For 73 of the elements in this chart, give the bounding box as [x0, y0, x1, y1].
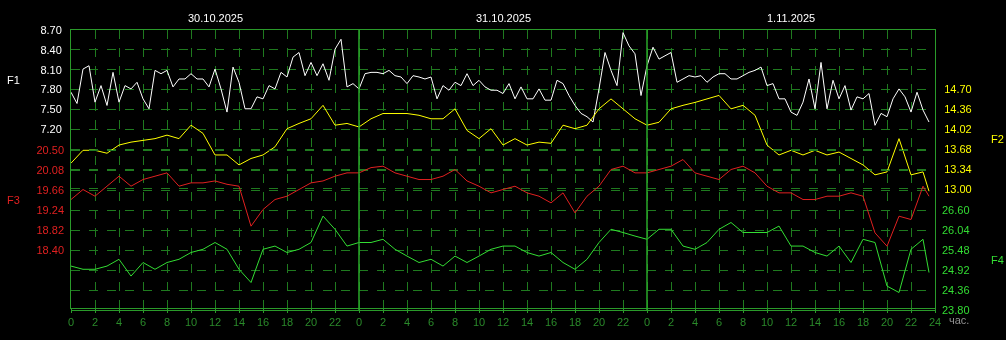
line-series	[71, 159, 930, 247]
x-tick-label: 2	[91, 316, 99, 329]
x-tick-label: 22	[616, 316, 630, 329]
y-tick-label: 20.50	[36, 143, 64, 156]
x-tick-label: 12	[208, 316, 222, 329]
text: 30.10.2025	[188, 12, 244, 24]
line-series	[71, 32, 930, 126]
x-tick-label: 16	[832, 316, 846, 329]
x-tick-label: 14	[232, 316, 246, 329]
x-tick-label: 12	[496, 316, 510, 329]
x-tick-label: 10	[184, 316, 198, 329]
x-tick-label: 0	[67, 316, 75, 329]
x-tick-label: 18	[856, 316, 870, 329]
x-tick-label: 22	[904, 316, 918, 329]
x-tick-label: 8	[451, 316, 459, 329]
y2-tick-label: 14.36	[944, 103, 972, 116]
x-tick-label: 14	[808, 316, 822, 329]
x-tick-label: 4	[403, 316, 411, 329]
x-tick-label: 22	[328, 316, 342, 329]
x-tick-label: 16	[544, 316, 558, 329]
text: 31.10.2025	[476, 12, 532, 24]
text: 1.11.2025	[767, 12, 816, 24]
x-tick-label: 2	[667, 316, 675, 329]
x-tick-label: 14	[520, 316, 534, 329]
x-tick-label: 20	[880, 316, 894, 329]
x-tick-label: 2	[379, 316, 387, 329]
y-axis-title: F3	[7, 194, 20, 206]
y-tick-label: 7.50	[40, 103, 62, 116]
x-tick-label: 0	[643, 316, 651, 329]
y-axis-title: F1	[7, 74, 20, 86]
x-tick-label: 0	[355, 316, 363, 329]
y-tick-label: 20.08	[36, 163, 64, 176]
y-tick-label: 18.40	[36, 243, 64, 256]
x-tick-label: 24	[928, 316, 942, 329]
x-tick-label: 20	[304, 316, 318, 329]
x-tick-label: 18	[568, 316, 582, 329]
x-tick-label: 20	[592, 316, 606, 329]
y-tick-label: 8.70	[40, 23, 62, 36]
y-tick-label: 18.82	[36, 223, 64, 236]
line-series	[71, 215, 930, 293]
y-tick-label: 8.40	[40, 43, 62, 56]
y2-tick-label: 26.04	[942, 223, 970, 236]
y2-axis-title: F4	[991, 254, 1004, 266]
line-series	[71, 94, 930, 192]
y2-tick-label: 13.68	[944, 142, 972, 155]
x-tick-label: 10	[472, 316, 486, 329]
x-tick-label: 4	[115, 316, 123, 329]
y2-tick-label: 24.36	[942, 283, 970, 296]
x-tick-label: 10	[760, 316, 774, 329]
x-tick-label: 8	[163, 316, 171, 329]
y-tick-label: 19.66	[36, 183, 64, 196]
x-tick-label: 6	[427, 316, 435, 329]
x-tick-label: 16	[256, 316, 270, 329]
y-tick-label: 19.24	[36, 203, 64, 216]
y-tick-label: 7.80	[40, 83, 62, 96]
y-tick-label: 8.10	[40, 63, 62, 76]
y2-tick-label: 26.60	[942, 203, 970, 216]
y2-tick-label: 25.48	[942, 243, 970, 256]
x-tick-label: 18	[280, 316, 294, 329]
x-tick-label: 6	[139, 316, 147, 329]
y2-tick-label: 14.02	[944, 123, 972, 136]
x-axis-title: час.	[949, 314, 970, 326]
y2-tick-label: 23.80	[942, 303, 970, 316]
x-tick-label: 12	[784, 316, 798, 329]
x-tick-label: 8	[739, 316, 747, 329]
x-tick-label: 4	[691, 316, 699, 329]
y2-tick-label: 13.00	[944, 182, 972, 195]
y2-axis-title: F2	[991, 133, 1004, 145]
y2-tick-label: 13.34	[944, 162, 972, 175]
x-tick-label: 6	[715, 316, 723, 329]
y2-tick-label: 14.70	[944, 83, 972, 96]
y-tick-label: 7.20	[40, 123, 62, 136]
y2-tick-label: 24.92	[942, 263, 970, 276]
